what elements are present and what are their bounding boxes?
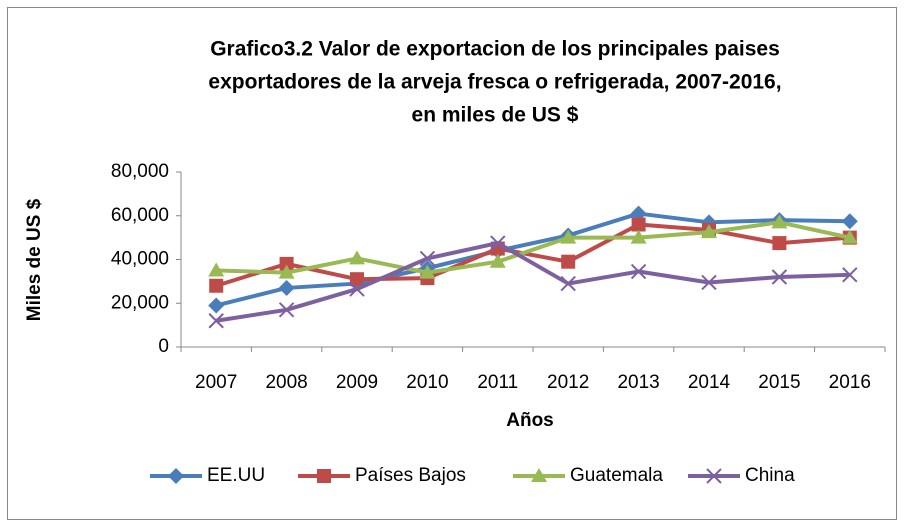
marker — [419, 250, 436, 267]
marker — [317, 469, 331, 483]
marker — [208, 297, 225, 314]
x-tick-label: 2010 — [406, 372, 448, 393]
series-line — [215, 222, 850, 288]
y-tick-label: 40,000 — [111, 249, 169, 270]
x-tick-label: 2014 — [688, 372, 731, 393]
x-tick-label: 2013 — [617, 372, 659, 393]
marker — [349, 281, 365, 297]
series-line — [215, 241, 850, 323]
chart-title: exportadores de la arveja fresca o refri… — [208, 71, 781, 94]
marker — [630, 229, 647, 244]
marker — [630, 263, 647, 280]
x-tick-label: 2012 — [547, 372, 589, 393]
marker — [208, 262, 225, 277]
marker — [278, 264, 295, 279]
marker — [772, 236, 787, 251]
marker — [168, 468, 184, 484]
y-axis-label: Miles de US $ — [24, 198, 45, 321]
x-tick-label: 2007 — [195, 372, 237, 393]
marker — [208, 313, 224, 329]
y-tick-label: 0 — [158, 336, 169, 357]
marker — [278, 279, 295, 296]
marker — [531, 468, 547, 482]
series-line — [215, 211, 850, 308]
y-tick-label: 20,000 — [111, 292, 169, 313]
legend-label: Países Bajos — [355, 465, 466, 486]
marker — [706, 468, 722, 484]
marker — [419, 264, 436, 279]
x-tick-label: 2016 — [829, 372, 871, 393]
chart-title: en miles de US $ — [412, 104, 579, 127]
marker — [701, 224, 717, 239]
x-tick-label: 2015 — [758, 372, 800, 393]
y-tick-label: 80,000 — [111, 161, 169, 182]
y-tick-label: 60,000 — [111, 205, 169, 226]
marker — [490, 235, 506, 251]
marker — [701, 274, 717, 291]
marker — [631, 217, 646, 232]
marker — [771, 214, 788, 229]
marker — [209, 278, 224, 293]
x-tick-label: 2011 — [477, 372, 518, 393]
marker — [350, 272, 364, 287]
marker — [560, 275, 576, 292]
x-axis-label: Años — [506, 410, 554, 431]
legend-label: EE.UU — [207, 465, 265, 486]
legend-label: Guatemala — [570, 465, 663, 486]
marker — [561, 254, 576, 269]
x-tick-label: 2009 — [336, 372, 378, 393]
marker — [841, 229, 858, 244]
chart-title: Grafico3.2 Valor de exportacion de los p… — [210, 38, 780, 61]
legend-label: China — [745, 465, 795, 486]
marker — [771, 269, 788, 285]
marker — [349, 250, 365, 265]
x-tick-label: 2008 — [265, 372, 307, 393]
marker — [278, 302, 295, 318]
marker — [489, 253, 506, 268]
marker — [560, 229, 577, 244]
series-line — [216, 220, 851, 275]
marker — [279, 256, 294, 271]
marker — [841, 213, 858, 230]
marker — [842, 267, 858, 283]
